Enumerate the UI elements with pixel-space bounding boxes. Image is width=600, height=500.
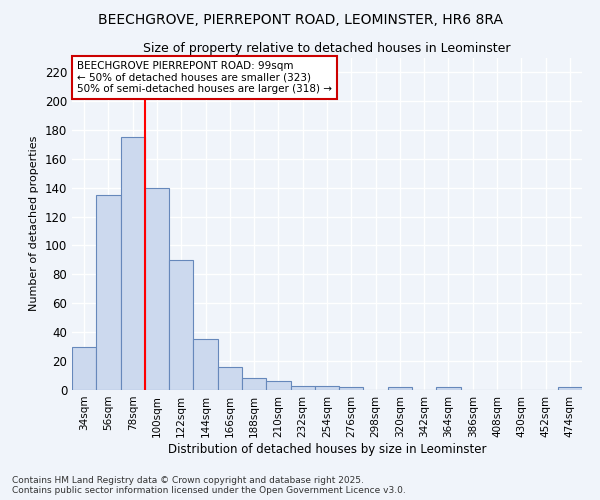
Bar (266, 382, 290, 390)
Bar (218, 367, 242, 390)
Bar (436, 387, 461, 390)
Y-axis label: Number of detached properties: Number of detached properties (29, 136, 39, 312)
Bar (388, 387, 412, 390)
Bar (193, 340, 218, 390)
Text: BEECHGROVE PIERREPONT ROAD: 99sqm
← 50% of detached houses are smaller (323)
50%: BEECHGROVE PIERREPONT ROAD: 99sqm ← 50% … (77, 61, 332, 94)
Bar (315, 386, 339, 390)
Bar (72, 346, 96, 390)
Text: Contains HM Land Registry data © Crown copyright and database right 2025.
Contai: Contains HM Land Registry data © Crown c… (12, 476, 406, 495)
Bar (96, 195, 121, 390)
Bar (558, 387, 582, 390)
X-axis label: Distribution of detached houses by size in Leominster: Distribution of detached houses by size … (168, 442, 486, 456)
Bar (339, 387, 364, 390)
Title: Size of property relative to detached houses in Leominster: Size of property relative to detached ho… (143, 42, 511, 55)
Bar (121, 137, 145, 390)
Bar (145, 188, 169, 390)
Bar (169, 260, 193, 390)
Bar (242, 378, 266, 390)
Bar (290, 386, 315, 390)
Text: BEECHGROVE, PIERREPONT ROAD, LEOMINSTER, HR6 8RA: BEECHGROVE, PIERREPONT ROAD, LEOMINSTER,… (97, 12, 503, 26)
